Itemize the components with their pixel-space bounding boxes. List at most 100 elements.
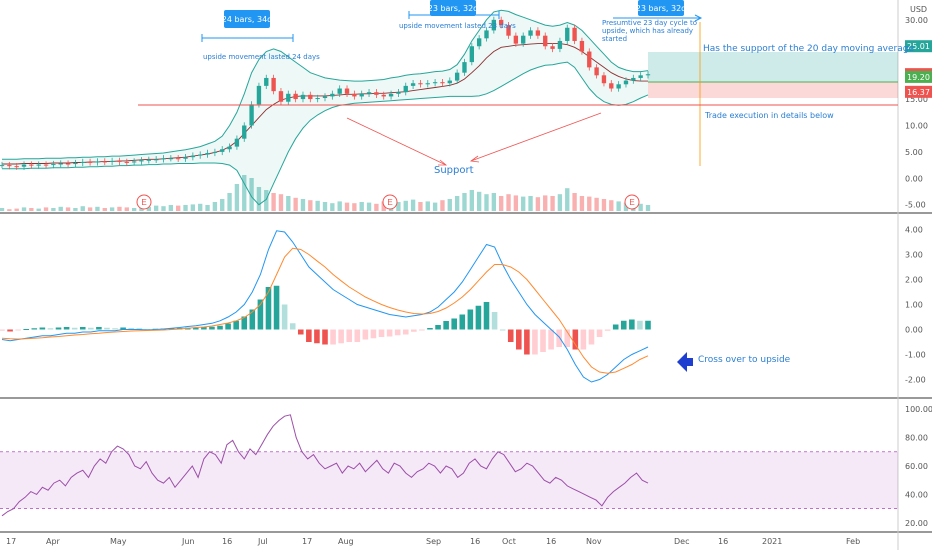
volume-bar	[557, 194, 563, 211]
macd-histogram-bar	[378, 329, 385, 337]
candle-body	[594, 67, 599, 76]
candle-body	[95, 161, 100, 163]
volume-bar	[198, 203, 203, 211]
macd-histogram-bar	[15, 329, 21, 331]
volume-bar	[58, 206, 63, 211]
candle-body	[638, 75, 643, 78]
earnings-marker-2-label: E	[387, 198, 392, 207]
price-tick-label: 30.00	[905, 16, 928, 25]
bars-box-3	[638, 0, 684, 16]
candle-body	[535, 30, 541, 36]
volume-bar	[293, 197, 298, 211]
volume-bar	[374, 203, 379, 211]
time-tick-label: Jul	[257, 537, 268, 546]
candle-body	[43, 164, 49, 166]
candle-body	[499, 19, 504, 26]
volume-bar	[638, 203, 643, 211]
volume-bar	[587, 196, 592, 211]
volume-bar	[212, 202, 218, 211]
macd-histogram-bar	[556, 329, 562, 347]
signal-line	[1, 247, 649, 374]
volume-pane	[0, 175, 651, 211]
macd-histogram-bar	[63, 327, 70, 330]
macd-histogram-bar	[0, 329, 5, 331]
candle-body	[80, 161, 85, 163]
candle-body	[476, 38, 482, 47]
volume-bar	[51, 208, 56, 211]
macd-histogram-bar	[330, 329, 336, 345]
time-tick-label: 16	[470, 537, 480, 546]
earnings-marker-1[interactable]	[136, 194, 152, 210]
macd-histogram-bar	[257, 299, 264, 330]
candle-body	[616, 84, 621, 89]
candle-body	[183, 157, 188, 159]
macd-pane	[0, 230, 651, 383]
macd-histogram-bar	[499, 329, 506, 331]
volume-bar	[153, 205, 159, 211]
macd-histogram-bar	[112, 328, 118, 330]
macd-tick-label: 0.00	[905, 326, 923, 335]
volume-bar	[432, 202, 438, 211]
candle-body	[293, 93, 298, 100]
bollinger-upper-line	[2, 9, 649, 160]
annotation-text-3-box: Presumtive 23 day cycle to upside, which…	[602, 19, 697, 43]
macd-histogram-bar	[289, 323, 296, 330]
candle-body	[366, 92, 372, 94]
volume-bar	[264, 190, 269, 211]
volume-bar	[65, 207, 71, 211]
price-tick-label: 0.00	[905, 174, 923, 183]
candle-body	[403, 85, 408, 93]
price-tag	[905, 85, 932, 98]
price-tick-label: 5.00	[905, 148, 923, 157]
volume-bar	[73, 208, 78, 211]
volume-bar	[227, 193, 232, 211]
volume-bar	[14, 208, 19, 211]
candle-body	[550, 46, 555, 49]
macd-histogram-bar	[193, 327, 199, 330]
volume-bar	[117, 206, 122, 211]
macd-histogram-bar	[233, 320, 239, 330]
candle-body	[58, 163, 63, 165]
candle-body	[198, 154, 203, 156]
candle-body	[205, 152, 210, 155]
earnings-marker-3[interactable]	[624, 194, 640, 210]
price-tick-label: -5.00	[905, 201, 926, 210]
rsi-tick-label: 20.00	[905, 519, 928, 528]
volume-bar	[352, 203, 357, 211]
target-zone	[648, 52, 898, 82]
annotations: 24 bars, 34d 23 bars, 32d 23 bars, 32d u…	[136, 0, 914, 372]
macd-histogram-bar	[620, 320, 627, 330]
candle-body	[454, 72, 460, 81]
candle-body	[168, 158, 174, 160]
time-tick-label: Jun	[181, 537, 195, 546]
volume-bar	[550, 196, 555, 211]
macd-histogram-bar	[338, 329, 344, 344]
earnings-marker-2[interactable]	[382, 194, 398, 210]
ma-support-note: Has the support of the 20 day moving ave…	[703, 44, 914, 54]
macd-histogram-bar	[31, 328, 38, 330]
price-tag-label: 16.37	[907, 88, 930, 97]
candle-body	[462, 62, 467, 73]
candle-body	[308, 94, 313, 100]
time-tick-label: Apr	[46, 537, 61, 546]
candle-body	[14, 166, 19, 168]
candle-body	[352, 93, 357, 97]
bars-box-2	[430, 0, 476, 16]
price-tag-label: 19.20	[907, 73, 930, 82]
volume-bar	[95, 206, 100, 211]
candle-body	[447, 80, 452, 84]
bars-box-1-label: 24 bars, 34d	[222, 15, 273, 24]
support-label: Support	[434, 165, 474, 176]
candle-body	[623, 80, 629, 85]
candle-body	[587, 51, 592, 68]
volume-bar	[381, 201, 386, 211]
candle-body	[242, 125, 247, 139]
price-tick-label: 10.00	[905, 121, 928, 130]
macd-tick-label: -2.00	[905, 376, 926, 385]
volume-bar	[491, 193, 497, 211]
candle-body	[65, 163, 71, 165]
rsi-band	[0, 451, 898, 509]
macd-histogram-bar	[136, 328, 143, 330]
macd-tick-label: 2.00	[905, 276, 923, 285]
